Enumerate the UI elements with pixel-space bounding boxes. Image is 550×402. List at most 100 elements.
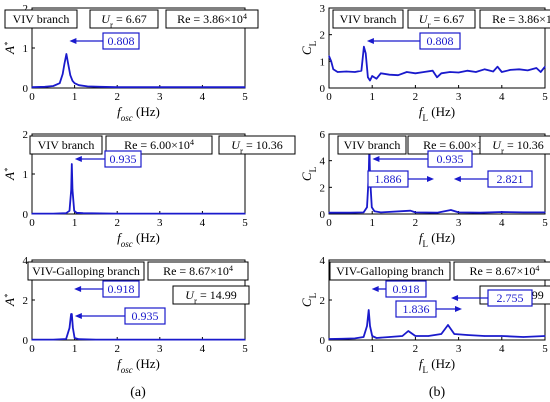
data-point <box>527 69 529 71</box>
data-point <box>71 163 73 165</box>
subplot-left-2: 0 1 2 3 4 5 0 2 4 fosc (Hz) A* VIV-Galloping branch… <box>2 255 250 375</box>
data-point <box>449 71 451 73</box>
data-point <box>518 68 520 70</box>
info-box-text: Re = 8.67×104 <box>469 264 539 279</box>
annotation-arrow-head <box>372 156 380 162</box>
data-point <box>159 213 161 215</box>
x-tick-label: 3 <box>157 91 163 103</box>
data-point <box>65 212 67 214</box>
data-point <box>201 339 203 341</box>
data-point <box>223 86 225 88</box>
data-point <box>436 212 438 214</box>
info-box-text: Ur = 10.36 <box>231 138 282 156</box>
data-point <box>365 52 367 54</box>
info-box <box>29 135 103 155</box>
data-point <box>31 213 33 215</box>
data-point <box>535 67 538 69</box>
annotation-arrow-head <box>74 286 82 292</box>
x-tick-label: 5 <box>242 91 248 103</box>
annotation-arrow-head <box>451 295 459 301</box>
data-point <box>52 339 54 341</box>
y-axis-label: A* <box>2 294 17 307</box>
data-point <box>71 80 74 82</box>
data-point <box>483 68 486 70</box>
data-point <box>440 72 442 74</box>
data-point <box>345 70 347 73</box>
x-tick-label: 0 <box>326 91 332 103</box>
data-point <box>328 212 330 214</box>
info-box <box>337 135 407 155</box>
data-point <box>201 86 203 88</box>
x-tick-label: 5 <box>242 343 248 355</box>
annotation-label: 0.935 <box>110 152 137 166</box>
data-point <box>371 206 373 208</box>
info-box <box>105 135 213 155</box>
y-tick-label: 0 <box>23 209 29 221</box>
info-box-text: Re = 3.86×104 <box>492 12 550 27</box>
x-tick-label: 1 <box>72 343 78 355</box>
data-point <box>330 60 332 62</box>
y-tick-label: 4 <box>320 156 326 168</box>
annotation-label: 0.935 <box>132 309 159 323</box>
info-box-text: VIV branch <box>38 138 95 152</box>
data-point <box>401 335 403 337</box>
data-point <box>328 55 330 57</box>
data-point <box>366 325 368 327</box>
data-point <box>388 74 391 76</box>
annotation-label: 0.808 <box>427 34 454 48</box>
data-point <box>71 189 74 191</box>
data-point <box>95 339 97 341</box>
data-point <box>414 211 416 213</box>
annotation-label: 0.935 <box>437 152 464 166</box>
y-axis-label: CL <box>299 167 318 181</box>
x-tick-label: 1 <box>72 217 78 229</box>
x-tick-label: 4 <box>200 217 206 229</box>
info-box <box>479 9 550 29</box>
data-point <box>74 82 76 84</box>
x-tick-label: 5 <box>542 343 548 355</box>
info-box <box>27 261 145 281</box>
x-tick-label: 2 <box>413 91 419 103</box>
x-axis-label: fL (Hz) <box>419 230 455 249</box>
series-line <box>328 309 546 340</box>
data-point <box>116 213 118 215</box>
data-point <box>432 70 434 72</box>
data-point <box>371 335 373 337</box>
y-tick-label: 2 <box>320 30 326 42</box>
data-point <box>440 333 442 335</box>
y-tick-label: 0 <box>320 209 326 221</box>
data-point <box>423 71 425 73</box>
x-tick-label: 4 <box>200 91 206 103</box>
data-point <box>137 86 140 88</box>
annotation-label: 2.821 <box>497 172 524 186</box>
x-tick-label: 4 <box>499 91 505 103</box>
data-point <box>450 209 452 211</box>
data-point <box>458 211 460 213</box>
x-tick-label: 0 <box>326 343 332 355</box>
data-point <box>544 335 546 337</box>
y-tick-label: 0 <box>23 83 29 95</box>
annotation-arrow-head <box>453 176 461 182</box>
data-point <box>492 70 494 73</box>
data-point <box>244 213 246 215</box>
info-box-text: Ur = 6.67 <box>419 12 464 30</box>
y-tick-label: 2 <box>23 295 29 307</box>
y-axis-label: A* <box>2 42 17 55</box>
info-box <box>89 9 159 29</box>
x-tick-label: 4 <box>499 343 505 355</box>
annotation-arrow-head <box>455 306 462 312</box>
data-point <box>70 189 72 191</box>
x-tick-label: 3 <box>456 217 462 229</box>
x-tick-label: 5 <box>242 217 248 229</box>
annotation-label: 0.808 <box>108 34 135 48</box>
info-box-text: Re = 6.00×104 <box>124 138 194 153</box>
data-point <box>522 211 525 213</box>
x-tick-label: 2 <box>114 343 120 355</box>
data-point <box>363 46 365 48</box>
y-tick-label: 4 <box>23 255 29 267</box>
data-point <box>380 72 382 74</box>
y-axis-label: CL <box>299 293 318 307</box>
data-point <box>31 86 33 88</box>
